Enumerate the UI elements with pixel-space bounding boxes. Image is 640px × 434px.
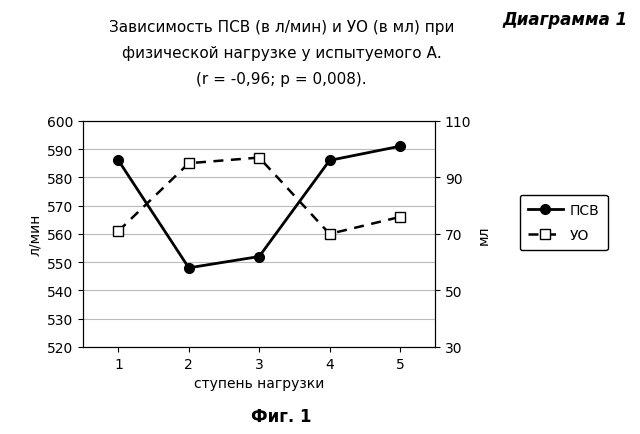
Text: Диаграмма 1: Диаграмма 1: [502, 11, 627, 29]
Text: Фиг. 1: Фиг. 1: [252, 408, 312, 425]
Text: физической нагрузке у испытуемого А.: физической нагрузке у испытуемого А.: [122, 46, 442, 60]
X-axis label: ступень нагрузки: ступень нагрузки: [194, 376, 324, 390]
Legend: ПСВ, УО: ПСВ, УО: [520, 195, 607, 251]
Y-axis label: л/мин: л/мин: [28, 213, 42, 256]
Y-axis label: мл: мл: [477, 225, 491, 244]
Text: Зависимость ПСВ (в л/мин) и УО (в мл) при: Зависимость ПСВ (в л/мин) и УО (в мл) пр…: [109, 20, 454, 34]
Text: (r = -0,96; p = 0,008).: (r = -0,96; p = 0,008).: [196, 72, 367, 86]
